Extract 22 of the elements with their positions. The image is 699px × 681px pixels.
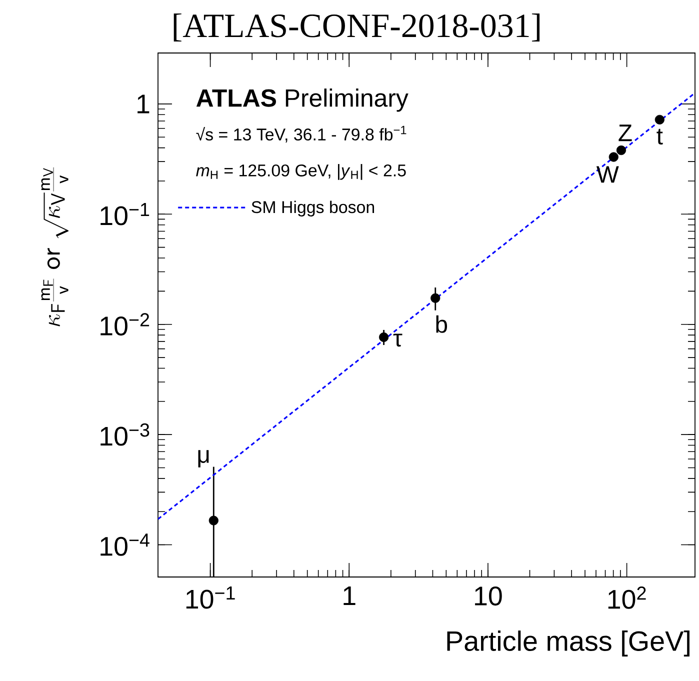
x-tick-label: 10 bbox=[475, 586, 502, 606]
annotation: μ bbox=[198, 450, 209, 468]
y-tick-label: 1 bbox=[138, 94, 150, 114]
x-axis-title: Particle mass [GeV] bbox=[447, 630, 690, 657]
annotation: τ bbox=[393, 334, 402, 347]
legend-label: SM Higgs boson bbox=[252, 200, 374, 216]
x-tick-label: 10$^{−1}$ bbox=[186, 586, 235, 609]
annotation: b bbox=[436, 315, 448, 333]
annotation: √s = 13 TeV, 36.1 - 79.8 fb$^{−1}$ bbox=[196, 126, 406, 143]
x-tick-label: 1 bbox=[344, 586, 356, 606]
annotation: t bbox=[656, 128, 663, 145]
y-tick-label: 10$^{−3}$ bbox=[100, 423, 150, 446]
y-tick-label: 10$^{−2}$ bbox=[100, 313, 150, 336]
annotation: W bbox=[596, 166, 619, 183]
x-tick-label: 10$^{2}$ bbox=[608, 586, 646, 609]
chart-title: [ATLAS-CONF-2018-031] bbox=[174, 13, 540, 42]
annotation: ATLAS Preliminary bbox=[196, 88, 408, 112]
annotation: m$_{H}$ = 125.09 GeV, |y$_{H}$| < 2.5 bbox=[196, 164, 406, 180]
y-tick-label: 10$^{−1}$ bbox=[100, 203, 150, 226]
y-axis-title: $\kappa_{\mathsf{F}}\frac{\mathsf{m}_{\mathsf{F}}}{\mathsf{v}}\ \mathsf{or}\ \sqrt{\kappa_{\mathsf{V}}}\frac{\mathsf{m}_{\mathsf{V}}}{\mathsf{v}}$ bbox=[41, 167, 69, 326]
y-tick-label: 10$^{−4}$ bbox=[100, 534, 150, 556]
annotation: Z bbox=[618, 124, 632, 142]
